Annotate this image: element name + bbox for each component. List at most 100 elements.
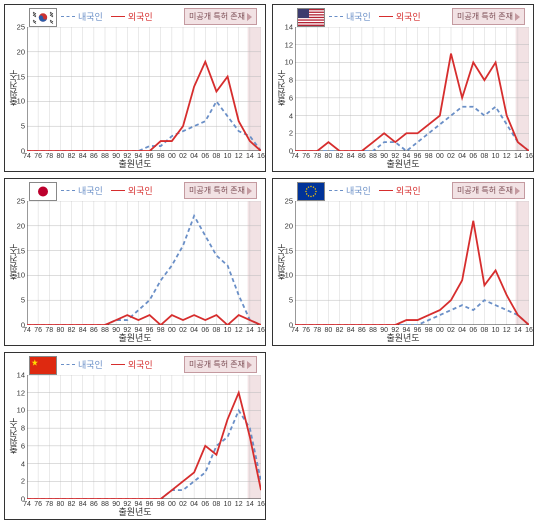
x-tick: 08: [213, 501, 221, 508]
x-tick: 82: [68, 327, 76, 334]
y-tick: 4: [277, 111, 293, 120]
x-tick: 88: [101, 501, 109, 508]
x-tick: 80: [57, 153, 65, 160]
legend-foreign-label: 외국인: [396, 184, 421, 197]
x-tick: 06: [201, 327, 209, 334]
y-tick: 2: [277, 129, 293, 138]
usa-flag-icon: [297, 8, 325, 27]
x-tick: 80: [325, 327, 333, 334]
arrow-right-icon: [515, 13, 520, 21]
y-tick: 5: [9, 296, 25, 305]
x-tick: 74: [23, 501, 31, 508]
y-tick: 14: [9, 371, 25, 380]
japan-flag-icon: [29, 182, 57, 201]
x-tick: 92: [391, 327, 399, 334]
x-tick: 88: [101, 327, 109, 334]
x-tick: 76: [302, 327, 310, 334]
x-tick: 04: [190, 501, 198, 508]
chart-panel-us: 내국인외국인미공개 특허 존재출원건수출원년도02468101214747678…: [272, 4, 534, 172]
chart-svg: [27, 375, 261, 499]
x-tick: 14: [246, 501, 254, 508]
x-tick: 74: [23, 327, 31, 334]
x-tick: 98: [157, 153, 165, 160]
legend: 내국인외국인: [61, 358, 153, 371]
x-tick: 04: [190, 153, 198, 160]
x-tick: 92: [123, 153, 131, 160]
arrow-right-icon: [247, 361, 252, 369]
x-tick: 14: [246, 327, 254, 334]
y-tick: 20: [9, 47, 25, 56]
x-tick: 84: [79, 153, 87, 160]
x-tick: 96: [414, 327, 422, 334]
x-tick: 84: [347, 327, 355, 334]
legend-domestic-label: 내국인: [346, 10, 371, 23]
x-tick: 02: [179, 327, 187, 334]
x-tick: 00: [168, 153, 176, 160]
x-tick: 00: [436, 327, 444, 334]
x-tick: 94: [403, 153, 411, 160]
y-tick: 8: [277, 76, 293, 85]
x-tick: 06: [469, 153, 477, 160]
chart-panel-eu: 내국인외국인미공개 특허 존재출원건수출원년도05101520257476788…: [272, 178, 534, 346]
x-tick: 10: [224, 501, 232, 508]
x-tick: 08: [481, 327, 489, 334]
plot-area: 0510152025747678808284868890929496980002…: [295, 201, 527, 323]
x-tick: 12: [503, 327, 511, 334]
x-tick: 94: [403, 327, 411, 334]
x-tick: 10: [492, 153, 500, 160]
y-tick: 10: [9, 97, 25, 106]
plot-area: 0246810121474767880828486889092949698000…: [27, 375, 259, 497]
x-tick: 00: [168, 327, 176, 334]
x-tick: 78: [45, 501, 53, 508]
legend-foreign-label: 외국인: [396, 10, 421, 23]
legend-domestic: 내국인: [61, 10, 103, 23]
y-tick: 20: [277, 221, 293, 230]
x-tick: 88: [369, 327, 377, 334]
x-tick: 06: [201, 501, 209, 508]
legend-domestic: 내국인: [61, 184, 103, 197]
unpublished-patents-badge: 미공개 특허 존재: [452, 182, 525, 199]
x-tick: 06: [201, 153, 209, 160]
x-tick: 78: [45, 153, 53, 160]
legend-foreign: 외국인: [111, 10, 153, 23]
legend-domestic-label: 내국인: [346, 184, 371, 197]
x-tick: 74: [291, 153, 299, 160]
x-tick: 98: [425, 327, 433, 334]
x-tick: 84: [347, 153, 355, 160]
unpublished-shade: [516, 201, 529, 325]
plot-area: 0246810121474767880828486889092949698000…: [295, 27, 527, 149]
unpublished-patents-badge: 미공개 특허 존재: [184, 356, 257, 373]
x-tick: 80: [57, 327, 65, 334]
chart-panel-jp: 내국인외국인미공개 특허 존재출원건수출원년도05101520257476788…: [4, 178, 266, 346]
y-tick: 12: [277, 40, 293, 49]
x-tick: 92: [123, 327, 131, 334]
x-tick: 16: [525, 153, 533, 160]
foreign-line: [295, 54, 529, 151]
x-tick: 98: [157, 501, 165, 508]
y-tick: 10: [9, 271, 25, 280]
unpublished-patents-badge: 미공개 특허 존재: [184, 182, 257, 199]
legend: 내국인 외국인: [61, 10, 153, 23]
x-tick: 76: [34, 327, 42, 334]
x-tick: 14: [246, 153, 254, 160]
x-tick: 90: [112, 501, 120, 508]
legend-foreign-label: 외국인: [128, 184, 153, 197]
legend-domestic-label: 내국인: [78, 10, 103, 23]
x-tick: 88: [101, 153, 109, 160]
y-tick: 2: [9, 477, 25, 486]
china-flag-icon: [29, 356, 57, 375]
x-tick: 14: [514, 327, 522, 334]
korea-flag-icon: [29, 8, 57, 27]
y-tick: 25: [9, 23, 25, 32]
legend-foreign: 외국인: [111, 184, 153, 197]
foreign-line: [295, 221, 529, 325]
plot-area: 0510152025747678808284868890929496980002…: [27, 201, 259, 323]
x-tick: 90: [112, 327, 120, 334]
y-tick: 20: [9, 221, 25, 230]
legend: 내국인 외국인: [61, 184, 153, 197]
x-tick: 00: [436, 153, 444, 160]
badge-label: 미공개 특허 존재: [457, 11, 513, 22]
y-tick: 12: [9, 388, 25, 397]
x-tick: 04: [458, 153, 466, 160]
y-tick: 25: [277, 197, 293, 206]
